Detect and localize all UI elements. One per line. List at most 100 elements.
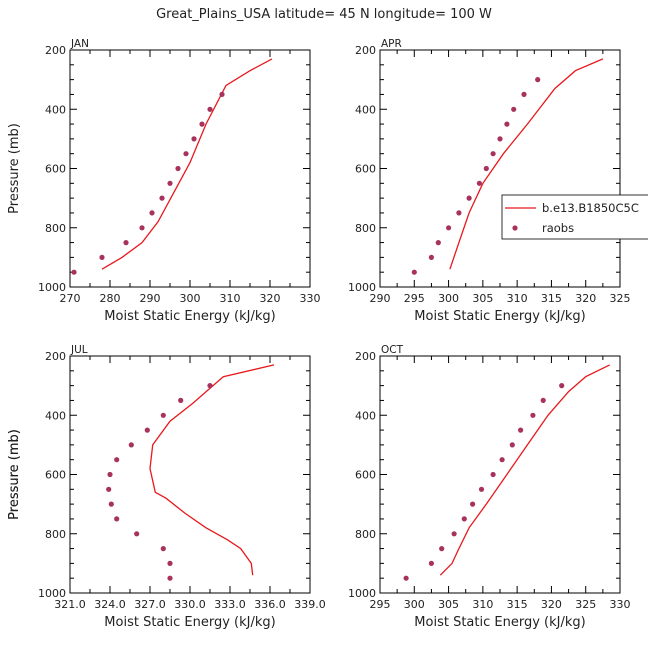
y-tick-label: 800 (355, 528, 376, 541)
x-tick-label: 290 (370, 292, 391, 305)
x-axis-label: Moist Static Energy (kJ/kg) (414, 615, 585, 630)
y-tick-label: 1000 (38, 281, 66, 294)
raobs-point (509, 442, 515, 448)
raobs-point (219, 91, 225, 97)
panel-label: OCT (381, 344, 404, 356)
raobs-point (499, 457, 505, 463)
raobs-point (411, 269, 417, 275)
raobs-point (435, 240, 441, 246)
y-axis-label: Pressure (mb) (7, 429, 22, 520)
y-tick-label: 800 (355, 222, 376, 235)
x-tick-label: 315 (541, 292, 562, 305)
page-title: Great_Plains_USA latitude= 45 N longitud… (156, 7, 492, 22)
raobs-point (107, 471, 113, 478)
raobs-point (128, 442, 134, 448)
raobs-point (144, 427, 150, 433)
legend-model-label: b.e13.B1850C5C (542, 201, 639, 215)
y-tick-label: 600 (45, 163, 66, 176)
x-tick-label: 324.0 (94, 598, 126, 611)
y-tick-label: 600 (45, 469, 66, 482)
model-profile-line (449, 58, 604, 270)
x-tick-label: 310 (220, 292, 241, 305)
plot-frame (379, 355, 621, 594)
legend-raobs-swatch (512, 225, 518, 231)
model-profile-line (149, 364, 275, 576)
raobs-point (490, 471, 496, 478)
x-tick-label: 270 (60, 292, 81, 305)
x-tick-label: 315 (507, 598, 528, 611)
raobs-point (439, 546, 445, 552)
raobs-point (199, 121, 205, 127)
x-axis-label: Moist Static Energy (kJ/kg) (414, 309, 585, 324)
model-profile-line (439, 364, 610, 576)
raobs-point (490, 151, 496, 157)
raobs-point (540, 397, 546, 403)
raobs-point (149, 210, 155, 216)
raobs-point (428, 560, 434, 567)
raobs-point (456, 210, 462, 216)
raobs-point (114, 516, 120, 522)
legend-raobs-label: raobs (542, 221, 574, 235)
panel-label: JUL (70, 344, 88, 356)
x-tick-label: 333.0 (214, 598, 246, 611)
raobs-point (160, 412, 166, 418)
y-axis-label: Pressure (mb) (7, 123, 22, 214)
y-tick-label: 1000 (38, 587, 66, 600)
y-tick-label: 400 (355, 103, 376, 116)
x-tick-label: 336.0 (254, 598, 286, 611)
raobs-point (207, 383, 213, 389)
raobs-point (191, 136, 197, 142)
raobs-point (511, 106, 517, 112)
raobs-point (403, 575, 409, 581)
x-axis-label: Moist Static Energy (kJ/kg) (104, 615, 275, 630)
y-tick-label: 400 (45, 409, 66, 422)
raobs-point (108, 501, 114, 507)
y-tick-label: 400 (45, 103, 66, 116)
raobs-point (428, 254, 434, 260)
raobs-point (167, 575, 173, 581)
raobs-point (483, 165, 489, 172)
x-tick-label: 330 (610, 598, 631, 611)
x-tick-label: 325 (575, 598, 596, 611)
panel-jul: 321.0 324.0 327.0 330.0 333.0 336.0 339.0 200 40… (7, 344, 326, 630)
x-tick-label: 295 (404, 292, 425, 305)
legend-box (501, 194, 648, 240)
x-tick-label: 339.0 (294, 598, 326, 611)
raobs-point (134, 531, 140, 537)
x-axis-label: Moist Static Energy (kJ/kg) (104, 309, 275, 324)
raobs-point (167, 560, 173, 567)
model-profile-line (101, 58, 273, 270)
x-tick-label: 305 (438, 598, 459, 611)
raobs-point (159, 195, 165, 201)
y-tick-label: 800 (45, 528, 66, 541)
y-tick-label: 1000 (348, 281, 376, 294)
x-tick-label: 330.0 (174, 598, 206, 611)
y-tick-label: 400 (355, 409, 376, 422)
raobs-point (175, 165, 181, 172)
raobs-point (559, 383, 565, 389)
y-tick-label: 800 (45, 222, 66, 235)
raobs-point (99, 254, 105, 260)
raobs-point (476, 180, 482, 186)
raobs-point (497, 136, 503, 142)
x-tick-label: 330 (300, 292, 321, 305)
raobs-point (446, 225, 452, 231)
raobs-point (466, 195, 472, 201)
x-tick-label: 321.0 (54, 598, 86, 611)
raobs-point (518, 427, 524, 433)
x-tick-label: 320 (575, 292, 596, 305)
x-tick-label: 320 (260, 292, 281, 305)
raobs-point (470, 501, 476, 507)
raobs-point (183, 151, 189, 157)
y-axis-label: Pressure (mb) (7, 429, 22, 520)
plot-frame (69, 355, 311, 594)
raobs-point (535, 77, 541, 83)
raobs-point (530, 412, 536, 418)
x-tick-label: 310 (507, 292, 528, 305)
plot-frame (379, 49, 621, 288)
x-tick-label: 300 (180, 292, 201, 305)
raobs-point (114, 457, 120, 463)
x-tick-label: 305 (472, 292, 493, 305)
panel-apr: 290 295 300 305 310 315 320 325 200 400 600 800 1000… (348, 38, 631, 324)
x-tick-label: 325 (610, 292, 631, 305)
